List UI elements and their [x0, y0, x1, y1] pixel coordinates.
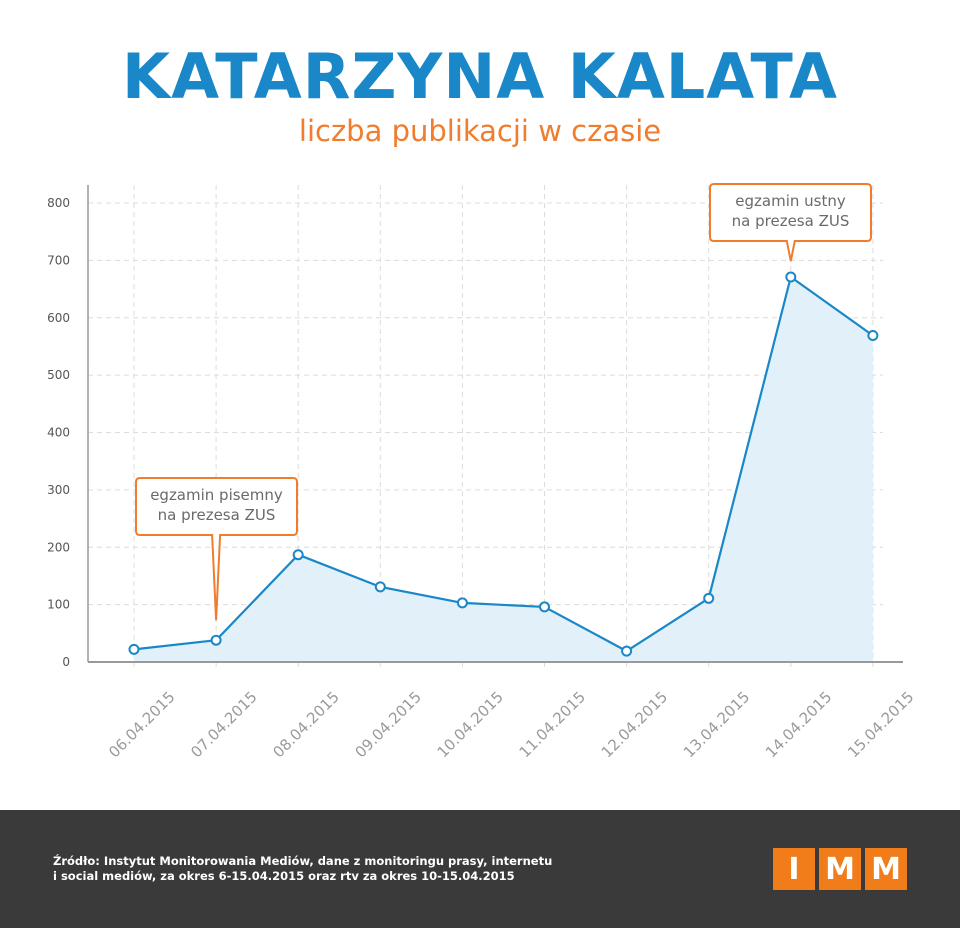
x-tick-label: 11.04.2015: [516, 688, 589, 761]
source-note: Źródło: Instytut Monitorowania Mediów, d…: [53, 854, 613, 884]
annotation-text: egzamin ustny: [735, 192, 846, 210]
annotation-callout: egzamin ustny na prezesa ZUS: [709, 183, 872, 262]
x-tick-label: 13.04.2015: [680, 688, 753, 761]
chart-subtitle: liczba publikacji w czasie: [298, 114, 662, 148]
y-tick-label: 500: [47, 368, 70, 382]
annotation-text: na prezesa ZUS: [158, 506, 276, 524]
data-point: [374, 581, 386, 593]
y-tick-label: 700: [47, 253, 70, 267]
y-tick-label: 200: [47, 540, 70, 554]
logo-letter-i: I: [773, 848, 815, 890]
annotation-text: egzamin pisemny: [150, 486, 283, 504]
data-point: [785, 271, 797, 283]
x-tick-label: 06.04.2015: [105, 688, 178, 761]
x-tick-label: 08.04.2015: [269, 688, 342, 761]
annotation-box: [135, 477, 298, 621]
y-tick-label: 100: [47, 598, 70, 612]
logo-letter-m2: M: [865, 848, 907, 890]
y-tick-label: 600: [47, 311, 70, 325]
y-tick-label: 0: [62, 655, 70, 669]
annotation-callout: egzamin pisemny na prezesa ZUS: [135, 477, 298, 621]
y-tick-label: 300: [47, 483, 70, 497]
y-tick-label: 800: [47, 196, 70, 210]
data-point: [867, 330, 879, 342]
annotation-box: [709, 183, 872, 262]
footer: Źródło: Instytut Monitorowania Mediów, d…: [0, 810, 960, 928]
data-point: [292, 549, 304, 561]
series-line: [133, 275, 874, 653]
data-point: [128, 643, 140, 655]
data-point: [703, 592, 715, 604]
y-tick-label: 400: [47, 426, 70, 440]
x-tick-label: 14.04.2015: [762, 688, 835, 761]
source-line-2: i social mediów, za okres 6-15.04.2015 o…: [53, 869, 515, 883]
x-tick-label: 09.04.2015: [351, 688, 424, 761]
chart-title: KATARZYNA KALATA: [122, 40, 838, 113]
data-point: [539, 601, 550, 613]
imm-logo: I M M: [773, 848, 907, 890]
data-point: [210, 634, 222, 646]
data-point: [621, 645, 633, 657]
x-tick-label: 07.04.2015: [187, 688, 260, 761]
series-area: [134, 277, 873, 662]
x-tick-label: 12.04.2015: [598, 688, 671, 761]
x-tick-label: 15.04.2015: [844, 688, 917, 761]
chart-svg: 0 100 200 300 400 500 600 700 800 06.04.2015 07.04…: [47, 183, 918, 761]
data-point: [456, 597, 468, 609]
annotation-text: na prezesa ZUS: [732, 212, 850, 230]
source-line-1: Źródło: Instytut Monitorowania Mediów, d…: [53, 854, 553, 868]
x-tick-label: 10.04.2015: [434, 688, 507, 761]
logo-letter-m1: M: [819, 848, 861, 890]
